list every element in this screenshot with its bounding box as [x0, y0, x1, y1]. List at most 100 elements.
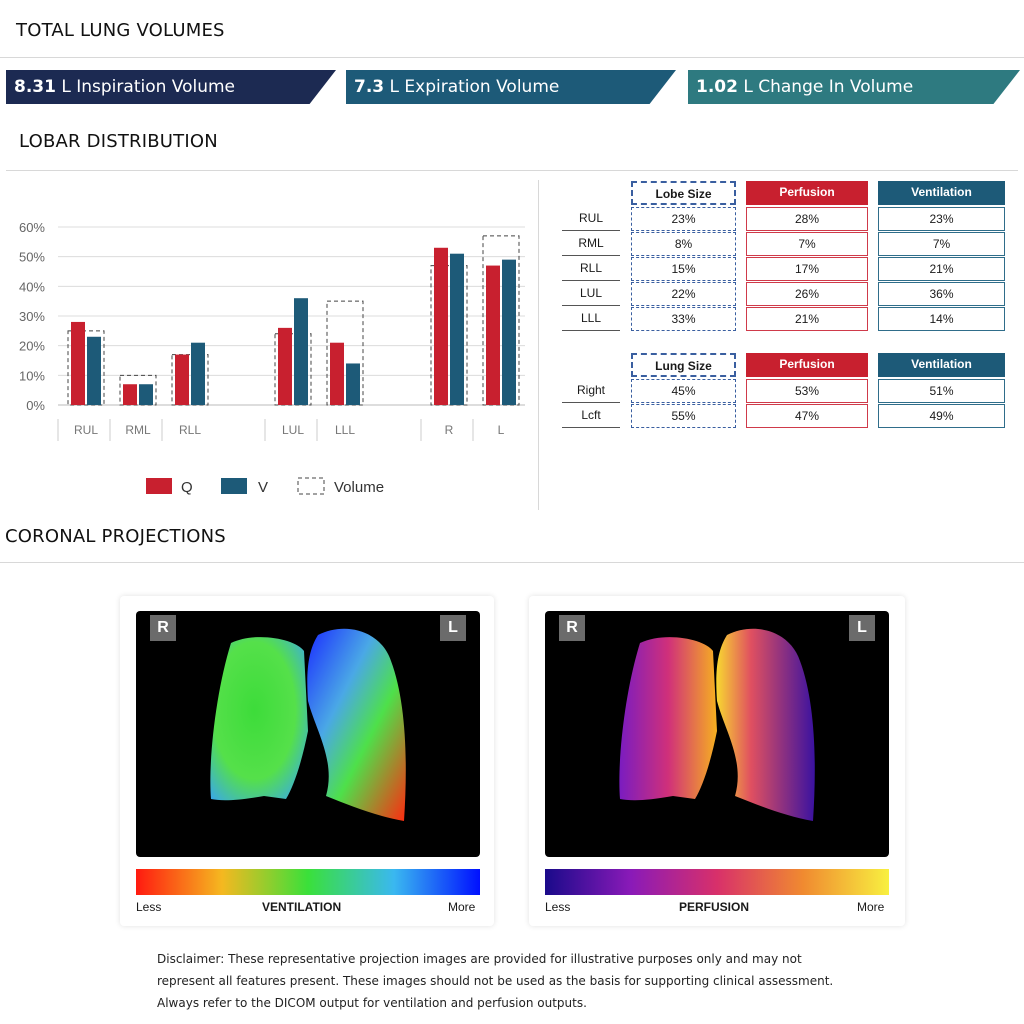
perfusion-cell: 7% [746, 232, 868, 256]
disclaimer-line: represent all features present. These im… [157, 974, 834, 988]
x-tick-label: RML [125, 423, 151, 437]
perfusion-label: PERFUSION [679, 900, 750, 914]
ventilation-colorbar [136, 869, 480, 895]
x-tick-label: RLL [179, 423, 201, 437]
v-bar [139, 384, 153, 405]
legend-volume-label: Volume [334, 479, 384, 496]
size-cell: 55% [631, 404, 736, 428]
right-lung-shape [210, 637, 308, 801]
v-bar [191, 342, 205, 405]
volume-bar [119, 374, 157, 406]
size-cell: 15% [631, 257, 736, 281]
ventilation-image: R L [136, 611, 480, 857]
ventilation-less-label: Less [136, 900, 162, 914]
ventilation-header: Ventilation [878, 353, 1005, 377]
q-bar [486, 265, 500, 405]
x-tick-label: L [498, 423, 505, 437]
v-bar [294, 298, 308, 405]
y-tick-label: 60% [19, 220, 45, 235]
vertical-divider [538, 180, 539, 510]
v-bar [502, 259, 516, 405]
row-label: RML [562, 232, 620, 256]
change-label: Change In Volume [758, 77, 914, 97]
legend-q-label: Q [181, 479, 193, 496]
expiration-label: Expiration Volume [404, 77, 560, 97]
perfusion-lung-map [619, 628, 815, 821]
perfusion-colorbar [545, 869, 889, 895]
disclaimer-line: Always refer to the DICOM output for ven… [157, 996, 587, 1010]
perfusion-cell: 21% [746, 307, 868, 331]
expiration-value: 7.3 [354, 77, 385, 97]
perfusion-more-label: More [857, 900, 885, 914]
expiration-volume-banner: 7.3 L Expiration Volume [346, 70, 676, 104]
inspiration-value: 8.31 [14, 77, 56, 97]
ventilation-cell: 51% [878, 379, 1005, 403]
q-bar [123, 384, 137, 405]
q-bar [434, 247, 448, 405]
x-tick-label: LUL [282, 423, 304, 437]
row-label: LUL [562, 282, 620, 306]
divider [0, 562, 1024, 563]
row-label: RLL [562, 257, 620, 281]
size-cell: 45% [631, 379, 736, 403]
lobe-size-header: Lobe Size [631, 181, 736, 205]
x-tick-label: LLL [335, 423, 355, 437]
coronal-projections-title: CORONAL PROJECTIONS [5, 526, 226, 547]
y-tick-label: 10% [19, 368, 45, 383]
volume-bar [67, 330, 105, 406]
perfusion-cell: 53% [746, 379, 868, 403]
volume-bar [274, 333, 312, 406]
size-cell: 22% [631, 282, 736, 306]
legend-q-swatch [146, 478, 172, 494]
ventilation-cell: 23% [878, 207, 1005, 231]
lobe-table: Lobe Size Perfusion Ventilation RUL 23% 28… [562, 181, 1007, 331]
y-tick-label: 20% [19, 339, 45, 354]
ventilation-cell: 14% [878, 307, 1005, 331]
row-label: LLL [562, 307, 620, 331]
q-bar [175, 354, 189, 405]
y-tick-label: 40% [19, 279, 45, 294]
disclaimer: Disclaimer: These representative project… [157, 948, 917, 1014]
inspiration-unit: L [61, 77, 71, 97]
volume-bar [171, 354, 209, 406]
perfusion-cell: 28% [746, 207, 868, 231]
inspiration-label: Inspiration Volume [76, 77, 236, 97]
disclaimer-line: Disclaimer: These representative project… [157, 952, 802, 966]
lobar-bar-chart: 0% 10% 20% 30% 40% 50% 60% RUL RML RLL LUL LLL R L Q… [19, 220, 525, 496]
divider [6, 170, 1018, 171]
x-tick-label: RUL [74, 423, 98, 437]
perfusion-cell: 26% [746, 282, 868, 306]
lung-size-header: Lung Size [631, 353, 736, 377]
expiration-unit: L [389, 77, 400, 97]
ventilation-cell: 21% [878, 257, 1005, 281]
perfusion-image: R L [545, 611, 889, 857]
y-tick-label: 0% [26, 398, 45, 413]
q-bar [330, 342, 344, 405]
change-value: 1.02 [696, 77, 738, 97]
size-cell: 33% [631, 307, 736, 331]
corner-r-label: R [559, 615, 585, 641]
v-bar [87, 336, 101, 405]
perfusion-less-label: Less [545, 900, 571, 914]
ventilation-header: Ventilation [878, 181, 1005, 205]
corner-l-label: L [440, 615, 466, 641]
corner-l-label: L [849, 615, 875, 641]
left-lung-shape [716, 628, 815, 821]
x-tick-label: R [445, 423, 454, 437]
total-lung-volumes-title: TOTAL LUNG VOLUMES [16, 20, 225, 41]
volume-bar [482, 235, 520, 406]
v-bar [346, 363, 360, 405]
row-label: RUL [562, 207, 620, 231]
ventilation-cell: 36% [878, 282, 1005, 306]
ventilation-more-label: More [448, 900, 476, 914]
right-lung-shape [619, 637, 717, 801]
volume-bar [430, 265, 468, 406]
legend-v-swatch [221, 478, 247, 494]
row-label: Right [562, 379, 620, 403]
q-bar [278, 327, 292, 405]
legend-volume-swatch [297, 477, 325, 495]
ventilation-cell: 7% [878, 232, 1005, 256]
perfusion-header: Perfusion [746, 353, 868, 377]
change-volume-banner: 1.02 L Change In Volume [688, 70, 1020, 104]
change-unit: L [743, 77, 753, 97]
